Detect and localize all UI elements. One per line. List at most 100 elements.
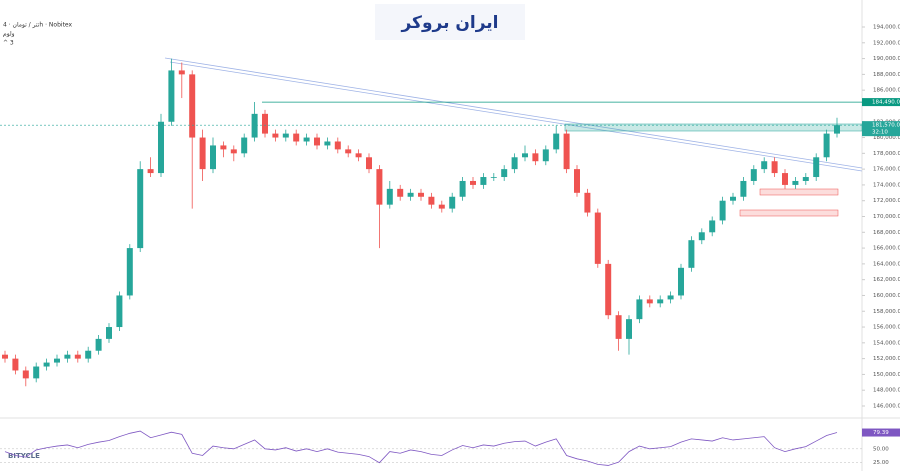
rsi-tick-label: 25.00	[873, 460, 889, 466]
candle-body	[293, 133, 300, 142]
header-line: ^ 3	[3, 40, 14, 47]
candle-body	[750, 169, 757, 181]
candle-body	[43, 362, 50, 367]
candle-body	[501, 169, 508, 178]
y-tick-label: 168,000.00	[873, 230, 900, 236]
candle-body	[178, 70, 185, 75]
watermark-box	[375, 4, 525, 40]
candle-body	[189, 74, 196, 138]
candle-body	[678, 267, 684, 296]
y-tick-label: 160,000.00	[873, 293, 900, 299]
candle-body	[480, 177, 487, 185]
candle-body	[490, 177, 497, 178]
y-tick-label: 152,000.00	[873, 356, 900, 362]
candle-body	[106, 327, 112, 339]
candle-body	[667, 295, 674, 300]
candle-body	[251, 113, 258, 138]
rsi-last-tag	[862, 428, 900, 437]
watermark: ایران بروکر	[400, 13, 498, 33]
candle-body	[698, 232, 705, 241]
candle-body	[719, 200, 726, 221]
candle-body	[438, 204, 445, 209]
candle-body	[397, 188, 404, 197]
y-tick-label: 146,000.00	[873, 404, 900, 410]
countdown: 32:10	[872, 130, 888, 136]
rsi-tick-label: 50.00	[873, 446, 889, 452]
candle-body	[168, 70, 175, 122]
candle-body	[199, 137, 206, 170]
candle-body	[782, 173, 788, 185]
y-tick-label: 170,000.00	[873, 214, 900, 220]
header-line: ولوم	[3, 31, 15, 38]
y-tick-label: 174,000.00	[873, 182, 900, 188]
candle-body	[657, 299, 664, 304]
y-tick-label: 162,000.00	[873, 277, 900, 283]
candle-body	[449, 196, 456, 209]
candle-body	[303, 137, 310, 142]
candle-body	[241, 137, 248, 154]
candle-body	[563, 133, 570, 170]
trend-line	[164, 57, 863, 169]
candle-body	[470, 180, 476, 185]
candle-body	[54, 358, 60, 363]
candle-body	[605, 263, 612, 316]
candle-body	[511, 157, 518, 170]
candle-body	[210, 145, 216, 170]
candle-body	[542, 149, 549, 162]
candle-body	[709, 220, 716, 233]
candle-body	[636, 299, 643, 320]
candle-body	[834, 125, 840, 134]
candle-body	[314, 137, 320, 146]
candle-body	[615, 315, 622, 339]
candle-body	[137, 169, 144, 249]
candle-body	[272, 133, 279, 138]
last-price-label: 181,570.00	[872, 123, 900, 129]
y-tick-label: 164,000.00	[873, 261, 900, 267]
candle-body	[334, 141, 341, 150]
footer-logo: BITYCLE	[8, 452, 40, 460]
rsi-last-label: 79.39	[873, 430, 889, 436]
y-tick-label: 190,000.00	[873, 56, 900, 62]
candle-body	[792, 180, 799, 185]
candle-body	[407, 192, 414, 197]
candle-body	[459, 180, 466, 197]
y-tick-label: 156,000.00	[873, 325, 900, 331]
supply-zone	[759, 188, 839, 196]
candle-body	[22, 370, 29, 379]
rsi-line	[4, 430, 838, 466]
candle-body	[813, 157, 820, 178]
y-tick-label: 150,000.00	[873, 372, 900, 378]
candle-body	[646, 299, 653, 304]
candle-body	[376, 169, 383, 205]
candle-body	[282, 133, 289, 138]
candle-body	[553, 133, 560, 150]
candle-body	[220, 145, 227, 150]
supply-zone	[739, 209, 839, 217]
candle-body	[116, 295, 123, 328]
candle-body	[74, 354, 81, 359]
y-tick-label: 186,000.00	[873, 88, 900, 94]
candle-body	[730, 196, 736, 201]
candle-body	[574, 169, 580, 193]
last-price-tag	[862, 121, 900, 137]
candle-body	[230, 149, 237, 154]
candle-body	[126, 248, 133, 296]
candle-body	[802, 177, 809, 181]
y-tick-label: 194,000.00	[873, 25, 900, 31]
candle-body	[532, 153, 539, 162]
level-label: 184,490.00	[872, 100, 900, 106]
candle-body	[626, 319, 632, 339]
y-tick-label: 188,000.00	[873, 72, 900, 78]
y-tick-label: 178,000.00	[873, 151, 900, 157]
y-tick-label: 176,000.00	[873, 167, 900, 173]
level-tag	[862, 98, 900, 107]
y-tick-label: 172,000.00	[873, 198, 900, 204]
y-tick-label: 192,000.00	[873, 40, 900, 46]
candle-body	[158, 121, 164, 174]
candle-body	[147, 169, 154, 174]
y-tick-label: 166,000.00	[873, 246, 900, 252]
candle-body	[688, 240, 695, 268]
candle-body	[64, 354, 71, 359]
candle-body	[522, 153, 528, 158]
